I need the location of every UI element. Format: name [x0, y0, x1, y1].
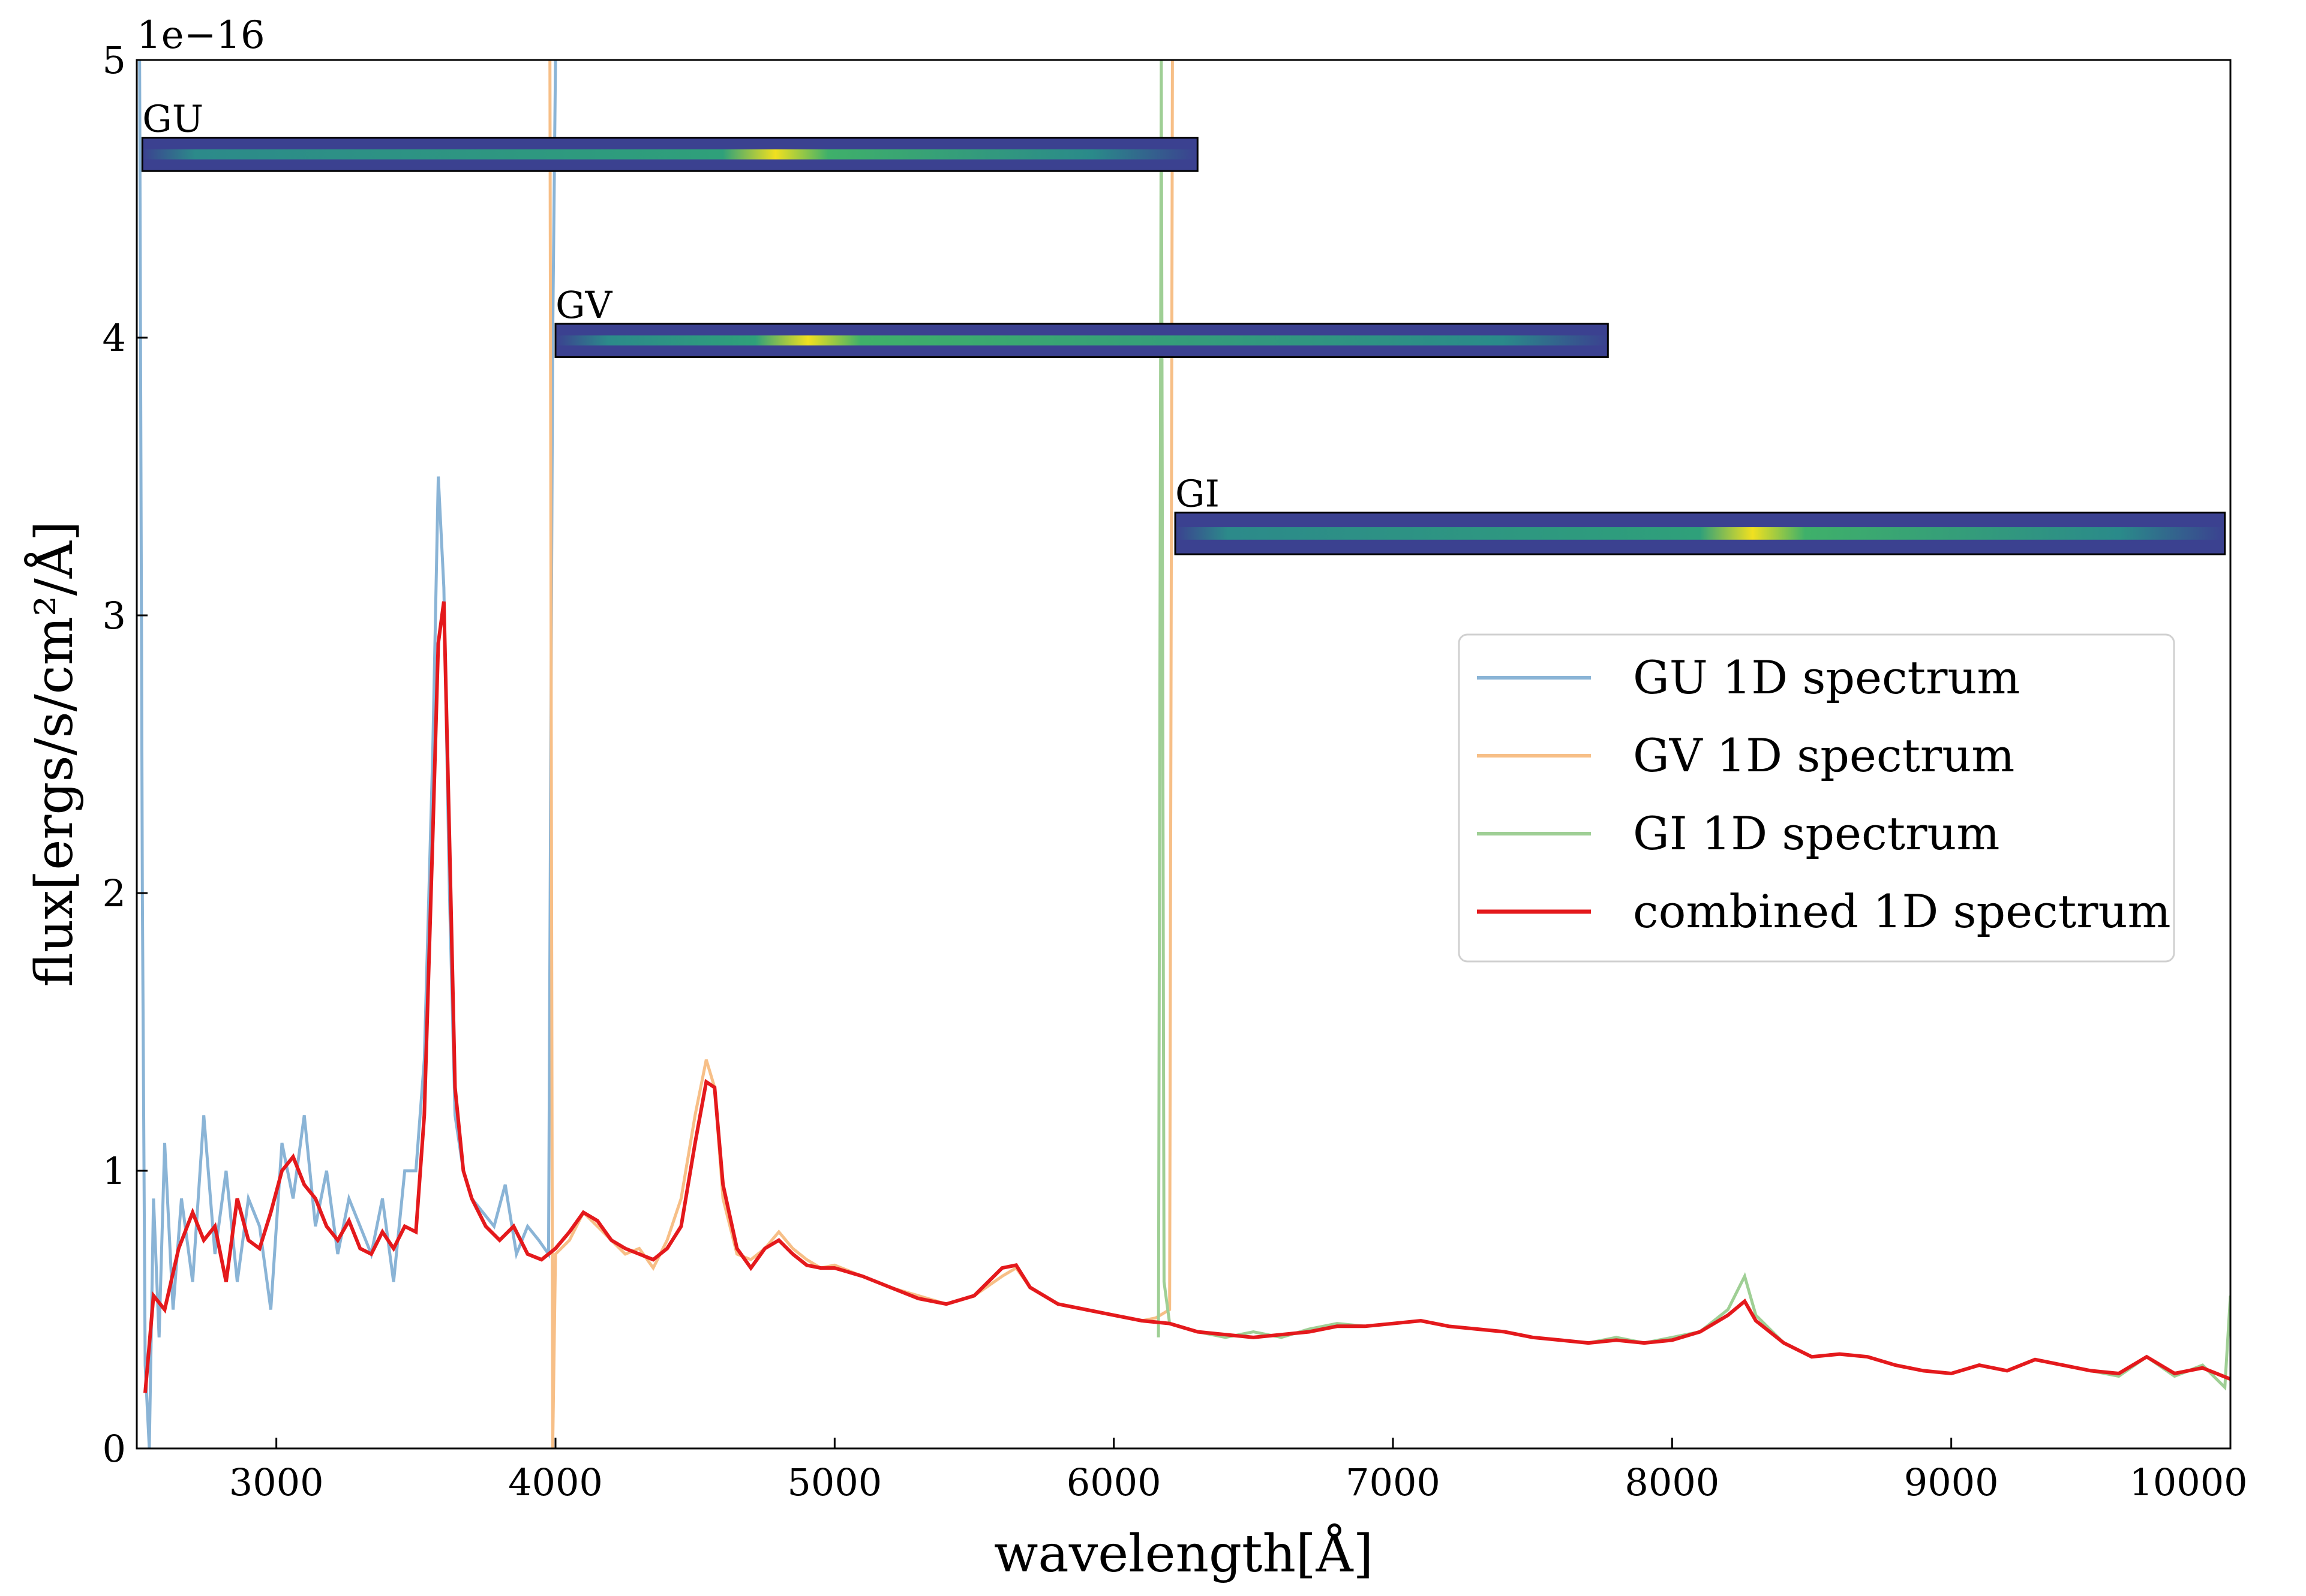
- x-tick-label: 6000: [1067, 1460, 1161, 1504]
- spectrum-strip-gu: GU: [141, 97, 1199, 172]
- x-tick-label: 9000: [1904, 1460, 1999, 1504]
- strip-frame: [141, 137, 1199, 172]
- series-layer: [138, 60, 2230, 1448]
- y-tick-label: 0: [103, 1427, 126, 1471]
- legend: GU 1D spectrum GV 1D spectrum GI 1D spectr…: [1458, 633, 2175, 963]
- y-tick-label: 4: [103, 316, 126, 360]
- strip-label-gv: GV: [556, 283, 613, 327]
- x-tick-label: 8000: [1625, 1460, 1719, 1504]
- x-tick-label: 3000: [229, 1460, 324, 1504]
- x-tick-label: 7000: [1346, 1460, 1440, 1504]
- strip-trace: [556, 335, 1608, 345]
- y-tick-label: 2: [103, 871, 126, 915]
- x-tick-label: 4000: [508, 1460, 603, 1504]
- legend-label: combined 1D spectrum: [1633, 885, 2171, 938]
- y-tick-label: 1: [103, 1149, 126, 1193]
- strip-frame: [1174, 512, 2226, 555]
- y-axis-label: flux[ergs/s/cm²/Å]: [24, 521, 85, 987]
- series-line-gu: [138, 60, 557, 1448]
- strip-trace: [142, 149, 1198, 160]
- x-ticks: 3000 4000 5000 6000 7000 8000 9000 10000: [229, 1438, 2248, 1504]
- spectrum-strip-gv: GV: [554, 283, 1609, 358]
- x-axis-label: wavelength[Å]: [994, 1523, 1373, 1584]
- y-scale-label: 1e−16: [137, 13, 265, 58]
- strips-layer: GU GV GI: [141, 97, 2226, 555]
- series-line-combined: [143, 601, 2230, 1393]
- strip-frame: [554, 323, 1609, 358]
- spectrum-strip-gi: GI: [1174, 472, 2226, 555]
- strip-label-gi: GI: [1175, 472, 1220, 516]
- plot-frame: [136, 59, 2232, 1450]
- legend-label: GU 1D spectrum: [1633, 651, 2020, 704]
- legend-entries: GU 1D spectrum GV 1D spectrum GI 1D spectr…: [1477, 651, 2171, 938]
- x-tick-label: 10000: [2129, 1460, 2247, 1504]
- strip-label-gu: GU: [142, 97, 203, 141]
- legend-label: GI 1D spectrum: [1633, 807, 1999, 860]
- y-tick-label: 3: [103, 594, 126, 638]
- legend-label: GV 1D spectrum: [1633, 729, 2014, 782]
- x-tick-label: 5000: [787, 1460, 882, 1504]
- legend-box: [1458, 633, 2175, 963]
- y-tick-label: 5: [103, 38, 126, 82]
- strip-trace: [1175, 527, 2225, 540]
- y-ticks: 0 1 2 3 4 5: [103, 38, 148, 1471]
